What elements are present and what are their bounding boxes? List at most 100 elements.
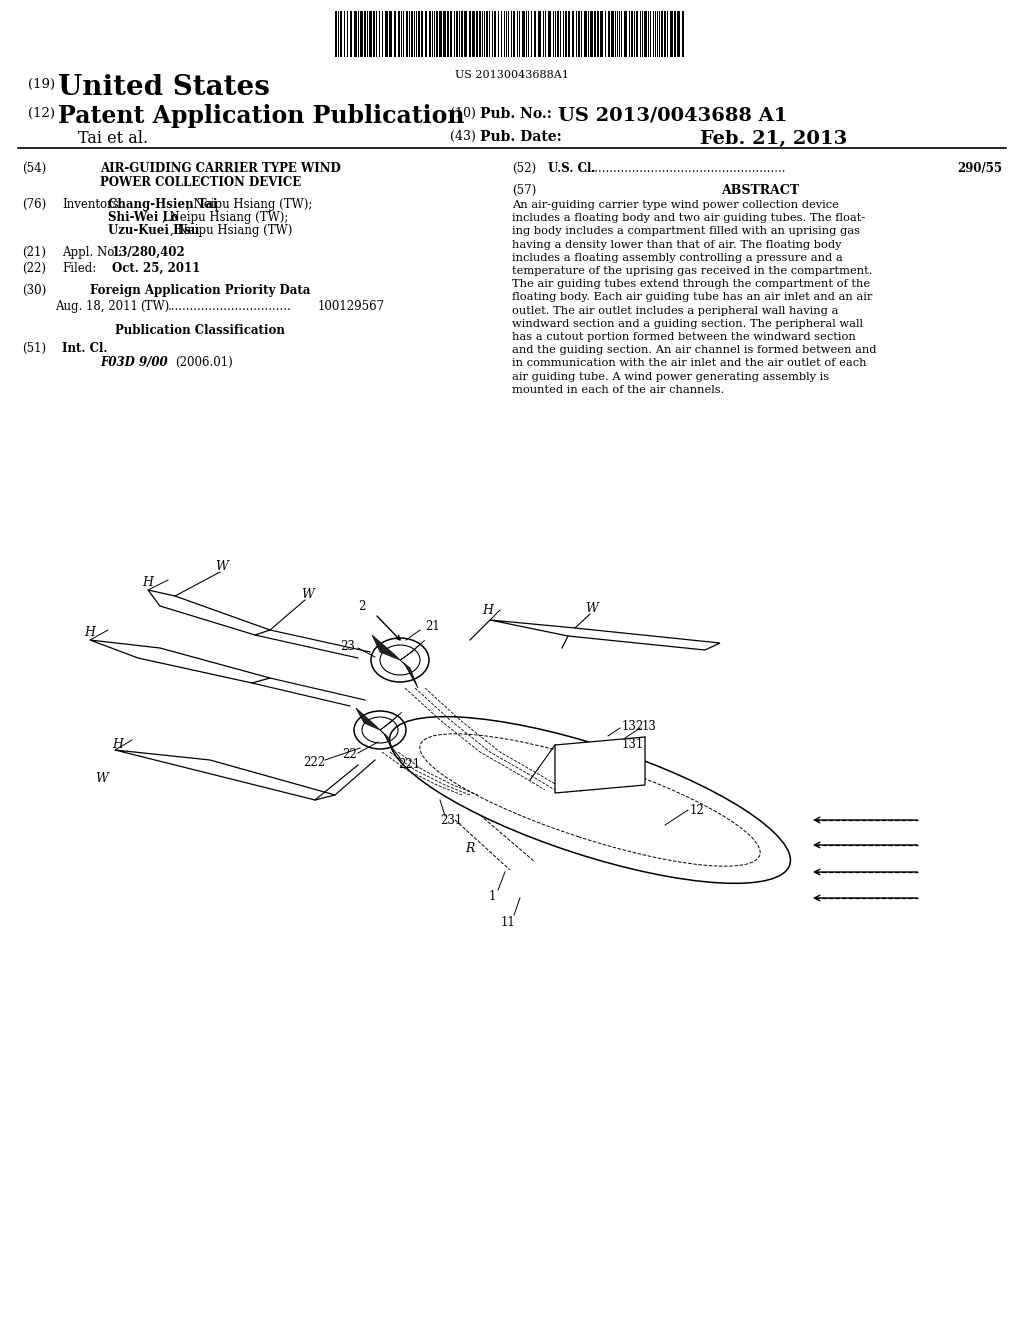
Bar: [611, 11, 614, 57]
Text: Pub. Date:: Pub. Date:: [480, 129, 562, 144]
Bar: [464, 11, 467, 57]
Text: (10): (10): [450, 107, 476, 120]
Text: 132: 132: [622, 719, 644, 733]
Bar: [436, 11, 438, 57]
Text: United States: United States: [58, 74, 270, 102]
Bar: [389, 11, 392, 57]
Text: 2: 2: [358, 599, 366, 612]
Bar: [522, 11, 525, 57]
Bar: [406, 11, 408, 57]
Text: (30): (30): [22, 284, 46, 297]
Bar: [674, 11, 676, 57]
Text: Filed:: Filed:: [62, 261, 96, 275]
Text: 13/280,402: 13/280,402: [112, 246, 185, 259]
Bar: [624, 11, 627, 57]
Text: Tai et al.: Tai et al.: [78, 129, 148, 147]
Text: W: W: [301, 589, 314, 602]
Bar: [590, 11, 593, 57]
Text: US 2013/0043688 A1: US 2013/0043688 A1: [558, 107, 787, 125]
Text: , Neipu Hsiang (TW): , Neipu Hsiang (TW): [170, 224, 293, 238]
Bar: [557, 11, 559, 57]
Bar: [340, 11, 342, 57]
Bar: [469, 11, 471, 57]
Text: ABSTRACT: ABSTRACT: [721, 183, 799, 197]
Text: 13: 13: [642, 719, 656, 733]
Text: (21): (21): [22, 246, 46, 259]
Bar: [608, 11, 610, 57]
Text: The air guiding tubes extend through the compartment of the: The air guiding tubes extend through the…: [512, 280, 870, 289]
Text: 12: 12: [690, 804, 705, 817]
Text: US 20130043688A1: US 20130043688A1: [455, 70, 569, 81]
Text: temperature of the uprising gas received in the compartment.: temperature of the uprising gas received…: [512, 267, 872, 276]
Text: , Neipu Hsiang (TW);: , Neipu Hsiang (TW);: [186, 198, 312, 211]
Text: (19): (19): [28, 78, 55, 91]
Bar: [364, 11, 366, 57]
Bar: [425, 11, 427, 57]
Text: Patent Application Publication: Patent Application Publication: [58, 104, 465, 128]
Text: floating body. Each air guiding tube has an air inlet and an air: floating body. Each air guiding tube has…: [512, 293, 872, 302]
Polygon shape: [400, 640, 425, 660]
Text: (43): (43): [450, 129, 476, 143]
Text: Aug. 18, 2011: Aug. 18, 2011: [55, 300, 138, 313]
Text: (TW): (TW): [140, 300, 169, 313]
Polygon shape: [380, 730, 395, 755]
Bar: [369, 11, 372, 57]
Bar: [597, 11, 599, 57]
Text: W: W: [216, 560, 228, 573]
Bar: [394, 11, 396, 57]
Text: Uzu-Kuei Hsu: Uzu-Kuei Hsu: [108, 224, 200, 238]
Bar: [513, 11, 515, 57]
Text: 221: 221: [398, 758, 420, 771]
Text: U.S. Cl.: U.S. Cl.: [548, 162, 596, 176]
Text: H: H: [85, 627, 95, 639]
Text: (52): (52): [512, 162, 537, 176]
Bar: [439, 11, 442, 57]
Text: R: R: [465, 842, 474, 854]
Bar: [568, 11, 570, 57]
Text: windward section and a guiding section. The peripheral wall: windward section and a guiding section. …: [512, 319, 863, 329]
Text: in communication with the air inlet and the air outlet of each: in communication with the air inlet and …: [512, 359, 866, 368]
Text: Appl. No.:: Appl. No.:: [62, 246, 122, 259]
Bar: [538, 11, 541, 57]
Text: (2006.01): (2006.01): [175, 356, 232, 370]
Bar: [644, 11, 647, 57]
Text: (12): (12): [28, 107, 55, 120]
Bar: [662, 11, 663, 57]
Text: Pub. No.:: Pub. No.:: [480, 107, 552, 121]
Text: .................................: .................................: [168, 300, 292, 313]
Bar: [335, 11, 337, 57]
Polygon shape: [372, 635, 400, 660]
Bar: [664, 11, 666, 57]
Bar: [429, 11, 431, 57]
Text: having a density lower than that of air. The floating body: having a density lower than that of air.…: [512, 240, 842, 249]
Text: ......................................................: ........................................…: [584, 162, 786, 176]
Bar: [534, 11, 536, 57]
Text: Oct. 25, 2011: Oct. 25, 2011: [112, 261, 201, 275]
Text: includes a floating assembly controlling a pressure and a: includes a floating assembly controlling…: [512, 253, 843, 263]
Bar: [565, 11, 567, 57]
Bar: [456, 11, 458, 57]
Bar: [548, 11, 551, 57]
Text: AIR-GUIDING CARRIER TYPE WIND: AIR-GUIDING CARRIER TYPE WIND: [100, 162, 341, 176]
Bar: [682, 11, 684, 57]
Text: ing body includes a compartment filled with an uprising gas: ing body includes a compartment filled w…: [512, 227, 860, 236]
Text: 231: 231: [440, 813, 462, 826]
Polygon shape: [400, 660, 418, 688]
Text: 11: 11: [501, 916, 515, 928]
Text: has a cutout portion formed between the windward section: has a cutout portion formed between the …: [512, 333, 856, 342]
Bar: [494, 11, 496, 57]
Bar: [360, 11, 362, 57]
Bar: [594, 11, 596, 57]
Text: Inventors:: Inventors:: [62, 198, 123, 211]
Bar: [636, 11, 638, 57]
Bar: [479, 11, 481, 57]
Polygon shape: [356, 708, 380, 730]
Polygon shape: [380, 711, 402, 730]
Text: 131: 131: [622, 738, 644, 751]
Text: includes a floating body and two air guiding tubes. The float-: includes a floating body and two air gui…: [512, 214, 865, 223]
Text: H: H: [113, 738, 124, 751]
Bar: [354, 11, 357, 57]
Bar: [443, 11, 446, 57]
Bar: [476, 11, 478, 57]
Bar: [447, 11, 449, 57]
